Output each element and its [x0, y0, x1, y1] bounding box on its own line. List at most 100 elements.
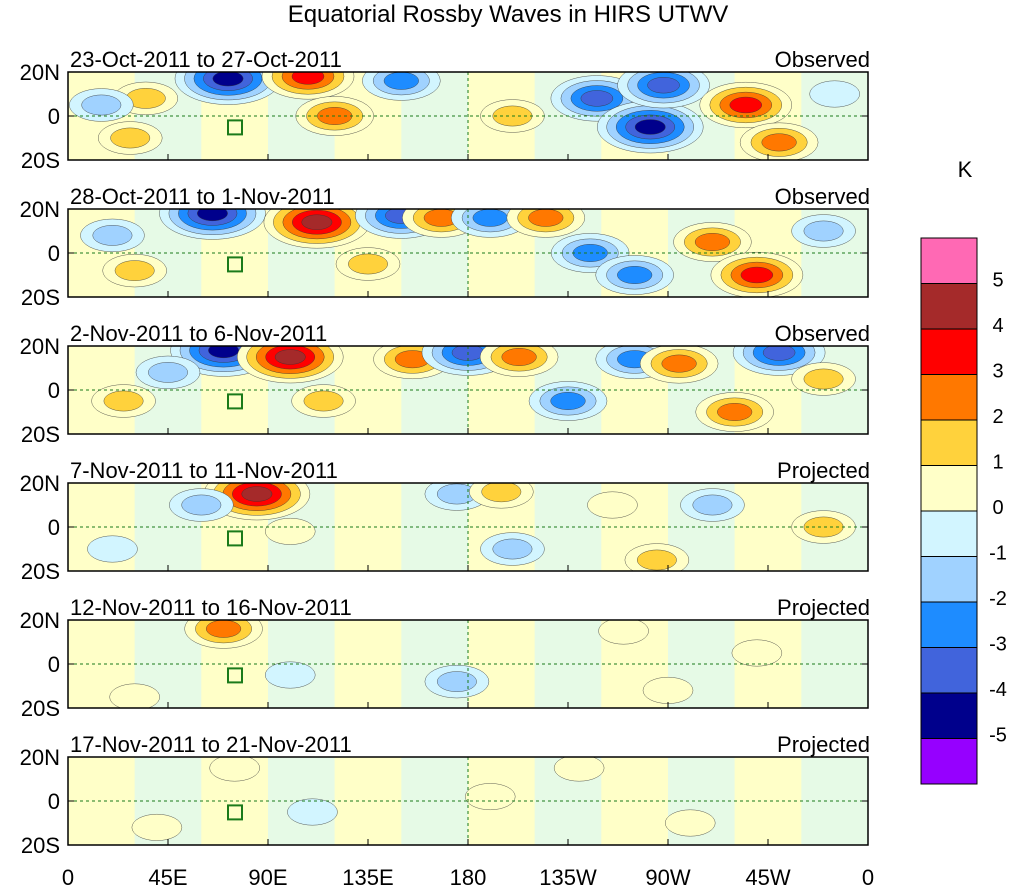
- contour-level: [661, 354, 697, 373]
- x-tick-label: 0: [62, 865, 74, 890]
- contour-level: [212, 72, 244, 87]
- anomaly-blob: [595, 255, 674, 295]
- contour-level: [481, 483, 522, 503]
- contour-level: [241, 486, 273, 502]
- anomaly-blob: [237, 346, 344, 384]
- contour-level: [274, 349, 306, 365]
- colorbar-label: 5: [992, 270, 1003, 292]
- contour-level: [694, 233, 730, 251]
- contour-level: [634, 119, 666, 135]
- y-tick-label: 20S: [21, 559, 60, 584]
- panel-date-range: 12-Nov-2011 to 16-Nov-2011: [70, 595, 352, 620]
- colorbar-label: -2: [989, 588, 1007, 610]
- y-tick-label: 20S: [21, 148, 60, 173]
- anomaly-blob: [665, 809, 716, 837]
- contour-level: [740, 266, 774, 284]
- colorbar-swatch: [920, 601, 978, 648]
- x-tick-label: 90W: [645, 865, 690, 890]
- anomaly-blob: [265, 661, 316, 689]
- anomaly-blob: [695, 392, 774, 432]
- colorbar-label: 4: [992, 315, 1003, 337]
- anomaly-blob: [102, 254, 167, 288]
- region-box: [227, 667, 243, 684]
- background-band: [801, 757, 868, 845]
- x-tick-label: 45W: [745, 865, 790, 890]
- panel-date-range: 23-Oct-2011 to 27-Oct-2011: [70, 47, 342, 72]
- anomaly-blob: [791, 214, 856, 248]
- anomaly-blob: [135, 355, 201, 389]
- contour-level: [148, 362, 188, 383]
- contour-level: [762, 346, 796, 361]
- colorbar-swatch: [920, 647, 978, 694]
- x-tick-label: 90E: [248, 865, 287, 890]
- anomaly-blob: [710, 252, 804, 297]
- contour-level: [553, 757, 605, 782]
- colorbar-swatch: [920, 374, 978, 421]
- contour-level: [114, 260, 155, 281]
- contour-level: [617, 266, 653, 284]
- y-tick-label: 0: [48, 515, 60, 540]
- colorbar-label: -5: [989, 725, 1007, 747]
- anomaly-blob: [639, 346, 719, 384]
- y-tick-label: 0: [48, 652, 60, 677]
- x-tick-label: 45E: [148, 865, 187, 890]
- anomaly-blob: [209, 757, 260, 782]
- anomaly-blob: [480, 532, 545, 566]
- anomaly-blob: [263, 209, 371, 249]
- panel-status: Observed: [775, 47, 870, 72]
- anomaly-blob: [131, 814, 183, 841]
- y-tick-label: 20N: [20, 471, 60, 496]
- colorbar-swatch: [920, 510, 978, 557]
- panel-status: Observed: [775, 184, 870, 209]
- anomaly-blob: [791, 362, 856, 396]
- anomaly-blob: [809, 80, 860, 108]
- contour-level: [197, 209, 228, 222]
- anomaly-blob: [69, 88, 134, 122]
- anomaly-blob: [699, 81, 792, 128]
- anomaly-blob: [424, 664, 490, 699]
- panel-date-range: 17-Nov-2011 to 21-Nov-2011: [70, 732, 352, 757]
- anomaly-blob: [98, 121, 163, 155]
- anomaly-blob: [80, 218, 145, 252]
- contour-level: [642, 677, 694, 704]
- anomaly-blob: [184, 620, 263, 649]
- panel: 20N 0 20S 12-Nov-2011 to 16-Nov-2011 Project…: [20, 595, 870, 721]
- contour-level: [465, 783, 516, 810]
- panel-date-range: 7-Nov-2011 to 11-Nov-2011: [70, 458, 338, 483]
- contour-level: [636, 549, 677, 571]
- y-tick-label: 0: [48, 378, 60, 403]
- y-tick-label: 20N: [20, 197, 60, 222]
- colorbar-swatch: [920, 692, 978, 739]
- panels: 20N 0 20S 23-Oct-2011 to 27-Oct-2011 Observe…: [20, 47, 870, 858]
- region-box: [227, 119, 243, 136]
- contour-level: [501, 348, 537, 366]
- contour-level: [528, 209, 564, 227]
- y-tick-label: 0: [48, 789, 60, 814]
- contour-level: [647, 77, 680, 94]
- contour-level: [598, 620, 649, 645]
- anomaly-blob: [642, 677, 694, 704]
- anomaly-blob: [203, 483, 311, 521]
- contour-level: [81, 94, 122, 116]
- panel: 20N 0 20S 28-Oct-2011 to 1-Nov-2011 Observed: [20, 184, 870, 310]
- colorbar-swatch: [920, 465, 978, 512]
- y-tick-label: 20S: [21, 696, 60, 721]
- x-tick-label: 135E: [342, 865, 393, 890]
- contour-level: [291, 72, 325, 85]
- anomaly-blob: [291, 384, 356, 418]
- anomaly-blob: [587, 491, 638, 519]
- panel-status: Observed: [775, 321, 870, 346]
- contour-level: [265, 518, 316, 545]
- y-tick-label: 0: [48, 241, 60, 266]
- panel: 20N 0 20S 17-Nov-2011 to 21-Nov-2011 Project…: [20, 732, 870, 858]
- contour-level: [692, 494, 733, 516]
- contour-level: [206, 620, 242, 638]
- contour-level: [492, 538, 533, 560]
- y-tick-label: 20S: [21, 833, 60, 858]
- contour-level: [287, 798, 338, 826]
- contour-level: [472, 209, 508, 227]
- panel: 20N 0 20S 7-Nov-2011 to 11-Nov-2011 Projecte…: [20, 458, 870, 584]
- contour-level: [436, 671, 477, 692]
- anomaly-blob: [109, 683, 160, 708]
- y-tick-label: 0: [48, 104, 60, 129]
